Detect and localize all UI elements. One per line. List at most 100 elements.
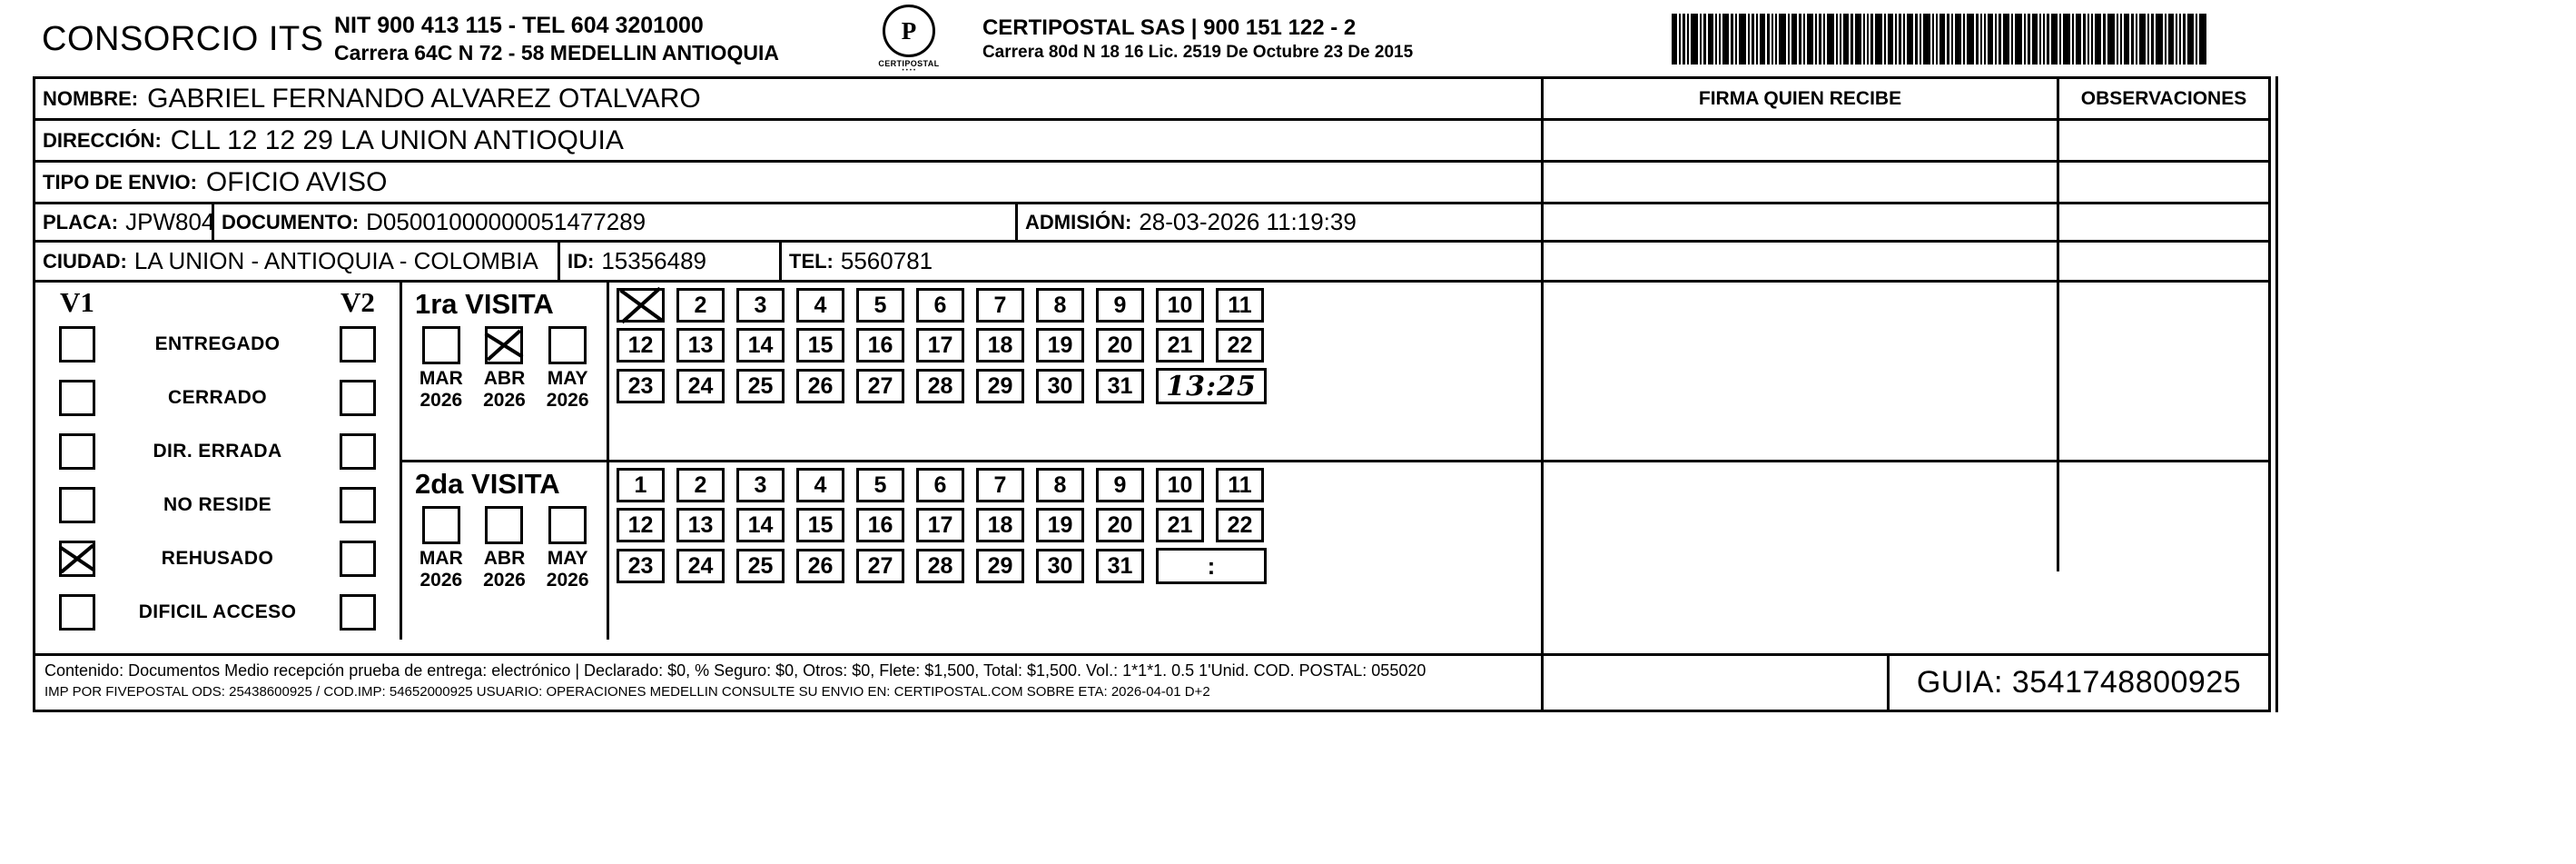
month-checkbox-abr[interactable] [485, 326, 524, 364]
day-box-4[interactable]: 4 [796, 468, 844, 502]
signature-area[interactable] [1544, 121, 2059, 571]
day-box-13[interactable]: 13 [676, 508, 725, 542]
v2-checkbox-dificil-acceso[interactable] [340, 593, 376, 631]
day-box-29[interactable]: 29 [976, 549, 1024, 583]
month-option[interactable]: MAY 2026 [539, 326, 596, 412]
day-box-15[interactable]: 15 [796, 508, 844, 542]
day-box-23[interactable]: 23 [617, 549, 665, 583]
v2-checkbox-rehusado[interactable] [340, 540, 376, 577]
day-box-18[interactable]: 18 [976, 328, 1024, 362]
status-label: DIFICIL ACCESO [138, 601, 297, 622]
v1-checkbox-no-reside[interactable] [59, 486, 95, 523]
day-box-1[interactable]: 1 [617, 468, 665, 502]
v1-checkbox-cerrado[interactable] [59, 379, 95, 416]
day-box-30[interactable]: 30 [1036, 549, 1084, 583]
v2-checkbox-no-reside[interactable] [340, 486, 376, 523]
day-box-29[interactable]: 29 [976, 369, 1024, 403]
month-checkbox-mar[interactable] [421, 326, 460, 364]
day-box-21[interactable]: 21 [1156, 328, 1204, 362]
day-box-20[interactable]: 20 [1096, 328, 1144, 362]
v2-checkbox-entregado[interactable] [340, 325, 376, 362]
day-box-19[interactable]: 19 [1036, 328, 1084, 362]
v2-checkbox-dir-errada[interactable] [340, 432, 376, 470]
visit-time-box[interactable]: : [1156, 548, 1267, 584]
v1-checkbox-rehusado[interactable] [59, 540, 95, 577]
day-box-2[interactable]: 2 [676, 468, 725, 502]
day-box-4[interactable]: 4 [796, 288, 844, 323]
day-box-14[interactable]: 14 [736, 328, 785, 362]
day-box-14[interactable]: 14 [736, 508, 785, 542]
day-box-16[interactable]: 16 [856, 328, 904, 362]
day-box-12[interactable]: 12 [617, 508, 665, 542]
admision-value: 28-03-2026 11:19:39 [1139, 208, 1357, 235]
day-box-17[interactable]: 17 [916, 328, 964, 362]
month-checkbox-mar[interactable] [421, 506, 460, 544]
day-box-10[interactable]: 10 [1156, 288, 1204, 323]
v2-checkbox-cerrado[interactable] [340, 379, 376, 416]
day-box-15[interactable]: 15 [796, 328, 844, 362]
month-option[interactable]: MAR 2026 [413, 326, 469, 412]
month-option[interactable]: MAY 2026 [539, 506, 596, 591]
day-box-28[interactable]: 28 [916, 549, 964, 583]
day-box-9[interactable]: 9 [1096, 288, 1144, 323]
day-box-26[interactable]: 26 [796, 369, 844, 403]
day-box-7[interactable]: 7 [976, 288, 1024, 323]
day-box-26[interactable]: 26 [796, 549, 844, 583]
day-box-25[interactable]: 25 [736, 549, 785, 583]
day-box-5[interactable]: 5 [856, 468, 904, 502]
day-box-8[interactable]: 8 [1036, 468, 1084, 502]
day-box-3[interactable]: 3 [736, 288, 785, 323]
day-box-17[interactable]: 17 [916, 508, 964, 542]
visit-time-box[interactable]: 13:25 [1156, 368, 1267, 404]
day-box-10[interactable]: 10 [1156, 468, 1204, 502]
day-box-27[interactable]: 27 [856, 369, 904, 403]
day-box-13[interactable]: 13 [676, 328, 725, 362]
tel-label: TEL: [789, 249, 834, 273]
day-box-16[interactable]: 16 [856, 508, 904, 542]
day-box-9[interactable]: 9 [1096, 468, 1144, 502]
day-box-20[interactable]: 20 [1096, 508, 1144, 542]
month-checkbox-abr[interactable] [485, 506, 524, 544]
direccion-value: CLL 12 12 29 LA UNION ANTIOQUIA [170, 124, 624, 155]
v1-checkbox-dir-errada[interactable] [59, 432, 95, 470]
day-box-28[interactable]: 28 [916, 369, 964, 403]
month-checkbox-may[interactable] [548, 326, 587, 364]
month-option[interactable]: ABR 2026 [476, 326, 532, 412]
day-box-12[interactable]: 12 [617, 328, 665, 362]
v1-checkbox-entregado[interactable] [59, 325, 95, 362]
month-checkbox-may[interactable] [548, 506, 587, 544]
day-box-21[interactable]: 21 [1156, 508, 1204, 542]
day-box-22[interactable]: 22 [1216, 508, 1264, 542]
day-box-6[interactable]: 6 [916, 288, 964, 323]
id-label: ID: [568, 249, 595, 273]
tel-value: 5560781 [840, 247, 933, 274]
day-box-31[interactable]: 31 [1096, 549, 1144, 583]
day-box-25[interactable]: 25 [736, 369, 785, 403]
v1-checkbox-dificil-acceso[interactable] [59, 593, 95, 631]
day-box-5[interactable]: 5 [856, 288, 904, 323]
month-option[interactable]: ABR 2026 [476, 506, 532, 591]
day-box-23[interactable]: 23 [617, 369, 665, 403]
day-box-30[interactable]: 30 [1036, 369, 1084, 403]
day-box-27[interactable]: 27 [856, 549, 904, 583]
day-box-1[interactable]: 1 [617, 288, 665, 323]
day-box-6[interactable]: 6 [916, 468, 964, 502]
day-box-24[interactable]: 24 [676, 549, 725, 583]
direccion-label: DIRECCIÓN: [43, 128, 162, 152]
day-box-3[interactable]: 3 [736, 468, 785, 502]
day-box-24[interactable]: 24 [676, 369, 725, 403]
month-option[interactable]: MAR 2026 [413, 506, 469, 591]
observaciones-area[interactable] [2059, 121, 2268, 571]
day-box-18[interactable]: 18 [976, 508, 1024, 542]
day-box-11[interactable]: 11 [1216, 468, 1264, 502]
day-box-19[interactable]: 19 [1036, 508, 1084, 542]
direccion-cell: DIRECCIÓN: CLL 12 12 29 LA UNION ANTIOQU… [35, 121, 1470, 160]
day-box-8[interactable]: 8 [1036, 288, 1084, 323]
month-year: 2026 [546, 570, 589, 591]
day-box-31[interactable]: 31 [1096, 369, 1144, 403]
day-box-2[interactable]: 2 [676, 288, 725, 323]
operator-address-license: Carrera 80d N 18 16 Lic. 2519 De Octubre… [982, 43, 1414, 63]
day-box-11[interactable]: 11 [1216, 288, 1264, 323]
day-box-7[interactable]: 7 [976, 468, 1024, 502]
day-box-22[interactable]: 22 [1216, 328, 1264, 362]
